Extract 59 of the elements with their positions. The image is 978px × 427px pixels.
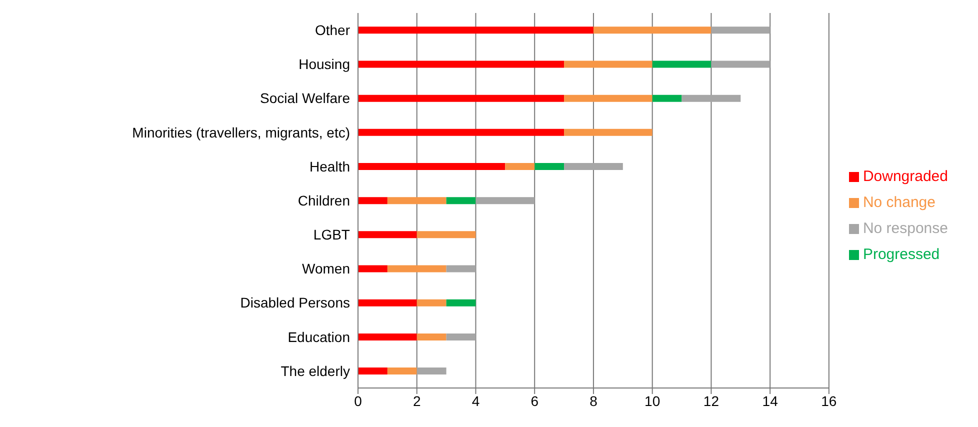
y-tick-label: Health	[310, 158, 350, 174]
x-tick-label: 10	[644, 392, 660, 409]
bar	[446, 299, 476, 306]
x-tick-label: 0	[354, 392, 362, 409]
x-tick-label: 16	[821, 392, 837, 409]
bar	[358, 368, 388, 375]
y-tick-label: Minorities (travellers, migrants, etc)	[132, 124, 350, 140]
bar	[652, 94, 682, 102]
legend-label: No change	[862, 194, 936, 210]
bar	[564, 94, 652, 102]
bar	[564, 60, 652, 68]
bar	[446, 333, 476, 340]
legend-label: No response	[862, 220, 948, 236]
bar	[505, 163, 535, 170]
bar	[564, 163, 623, 170]
bar	[416, 368, 446, 375]
bar	[358, 60, 564, 68]
bar	[446, 197, 476, 204]
bar	[652, 60, 712, 68]
x-tick-label: 4	[472, 392, 480, 409]
bar	[682, 94, 741, 102]
y-tick-label: LGBT	[313, 226, 350, 243]
x-tick-label: 2	[412, 392, 421, 409]
bar	[387, 197, 446, 204]
y-tick-label: Other	[314, 22, 350, 38]
bar	[476, 197, 535, 204]
legend-label: Downgraded	[862, 168, 948, 184]
bar	[416, 299, 446, 306]
bar	[387, 265, 446, 272]
bar	[358, 333, 417, 340]
bar	[387, 368, 417, 375]
bar	[416, 333, 446, 340]
y-tick-label: Education	[288, 328, 350, 345]
bar	[358, 163, 506, 170]
x-tick-label: 12	[703, 392, 720, 409]
x-tick-label: 14	[762, 392, 778, 409]
bar	[416, 231, 476, 238]
y-tick-label: Housing	[298, 56, 350, 72]
bar	[711, 26, 770, 34]
x-tick-label: 8	[590, 392, 598, 409]
bar	[358, 197, 388, 204]
y-tick-label: Women	[302, 260, 350, 277]
y-tick-label: Social Welfare	[260, 90, 350, 106]
y-tick-label: The elderly	[280, 362, 350, 379]
bar	[358, 265, 388, 272]
bar	[711, 60, 770, 68]
legend-label: Progressed	[862, 246, 940, 262]
y-tick-label: Disabled Persons	[240, 294, 350, 311]
y-tick-label: Children	[298, 192, 350, 208]
bar	[534, 163, 564, 170]
x-tick-label: 6	[530, 392, 539, 409]
bar	[358, 94, 564, 102]
bar	[358, 231, 417, 238]
bar	[358, 128, 564, 136]
bar	[564, 128, 652, 136]
bar	[446, 265, 476, 272]
bar	[358, 299, 417, 306]
bar	[593, 26, 712, 34]
bar	[358, 26, 594, 34]
